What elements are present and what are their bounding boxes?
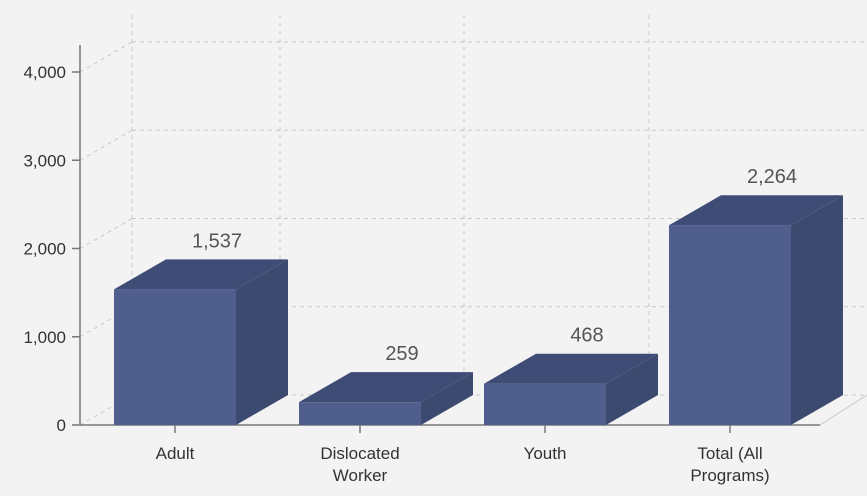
x-tick-label-line: Adult (156, 444, 195, 463)
bar-side-0 (236, 259, 288, 425)
x-tick-label-line: Worker (333, 466, 388, 485)
bar-top-0 (114, 259, 288, 290)
grid-line-diagonal (79, 218, 133, 249)
bar-top-2 (484, 353, 658, 384)
bar-front-3 (669, 225, 791, 425)
data-label: 468 (570, 325, 603, 347)
bar-top-1 (299, 372, 473, 403)
x-tick-label-line: Programs) (690, 466, 769, 485)
bar-side-3 (791, 195, 843, 425)
data-label: 259 (385, 343, 418, 365)
bar-front-0 (114, 289, 236, 425)
bar-side-1 (421, 372, 473, 425)
data-label: 2,264 (747, 166, 797, 188)
floor-edge (819, 394, 867, 426)
x-tick-label: Total (All Programs) (690, 444, 769, 485)
x-tick-label: Dislocated Worker (320, 444, 399, 485)
x-tick-label-line: Total (All (697, 444, 762, 463)
y-tick-label: 0 (57, 416, 66, 435)
grid-line-diagonal (79, 41, 133, 73)
bar-front-2 (484, 383, 606, 425)
bar-top-3 (669, 195, 843, 226)
x-tick-label: Adult (156, 444, 195, 463)
bar-side-2 (606, 353, 658, 425)
y-tick-label: 3,000 (23, 151, 66, 170)
x-tick-label-line: Dislocated (320, 444, 399, 463)
x-tick-label: Youth (524, 444, 567, 463)
data-label: 1,537 (192, 230, 242, 252)
y-tick-label: 2,000 (23, 240, 66, 259)
grid-line-diagonal (79, 129, 133, 161)
y-tick-label: 1,000 (23, 328, 66, 347)
bar-front-1 (299, 402, 421, 425)
y-tick-label: 4,000 (23, 63, 66, 82)
x-tick-label-line: Youth (524, 444, 567, 463)
